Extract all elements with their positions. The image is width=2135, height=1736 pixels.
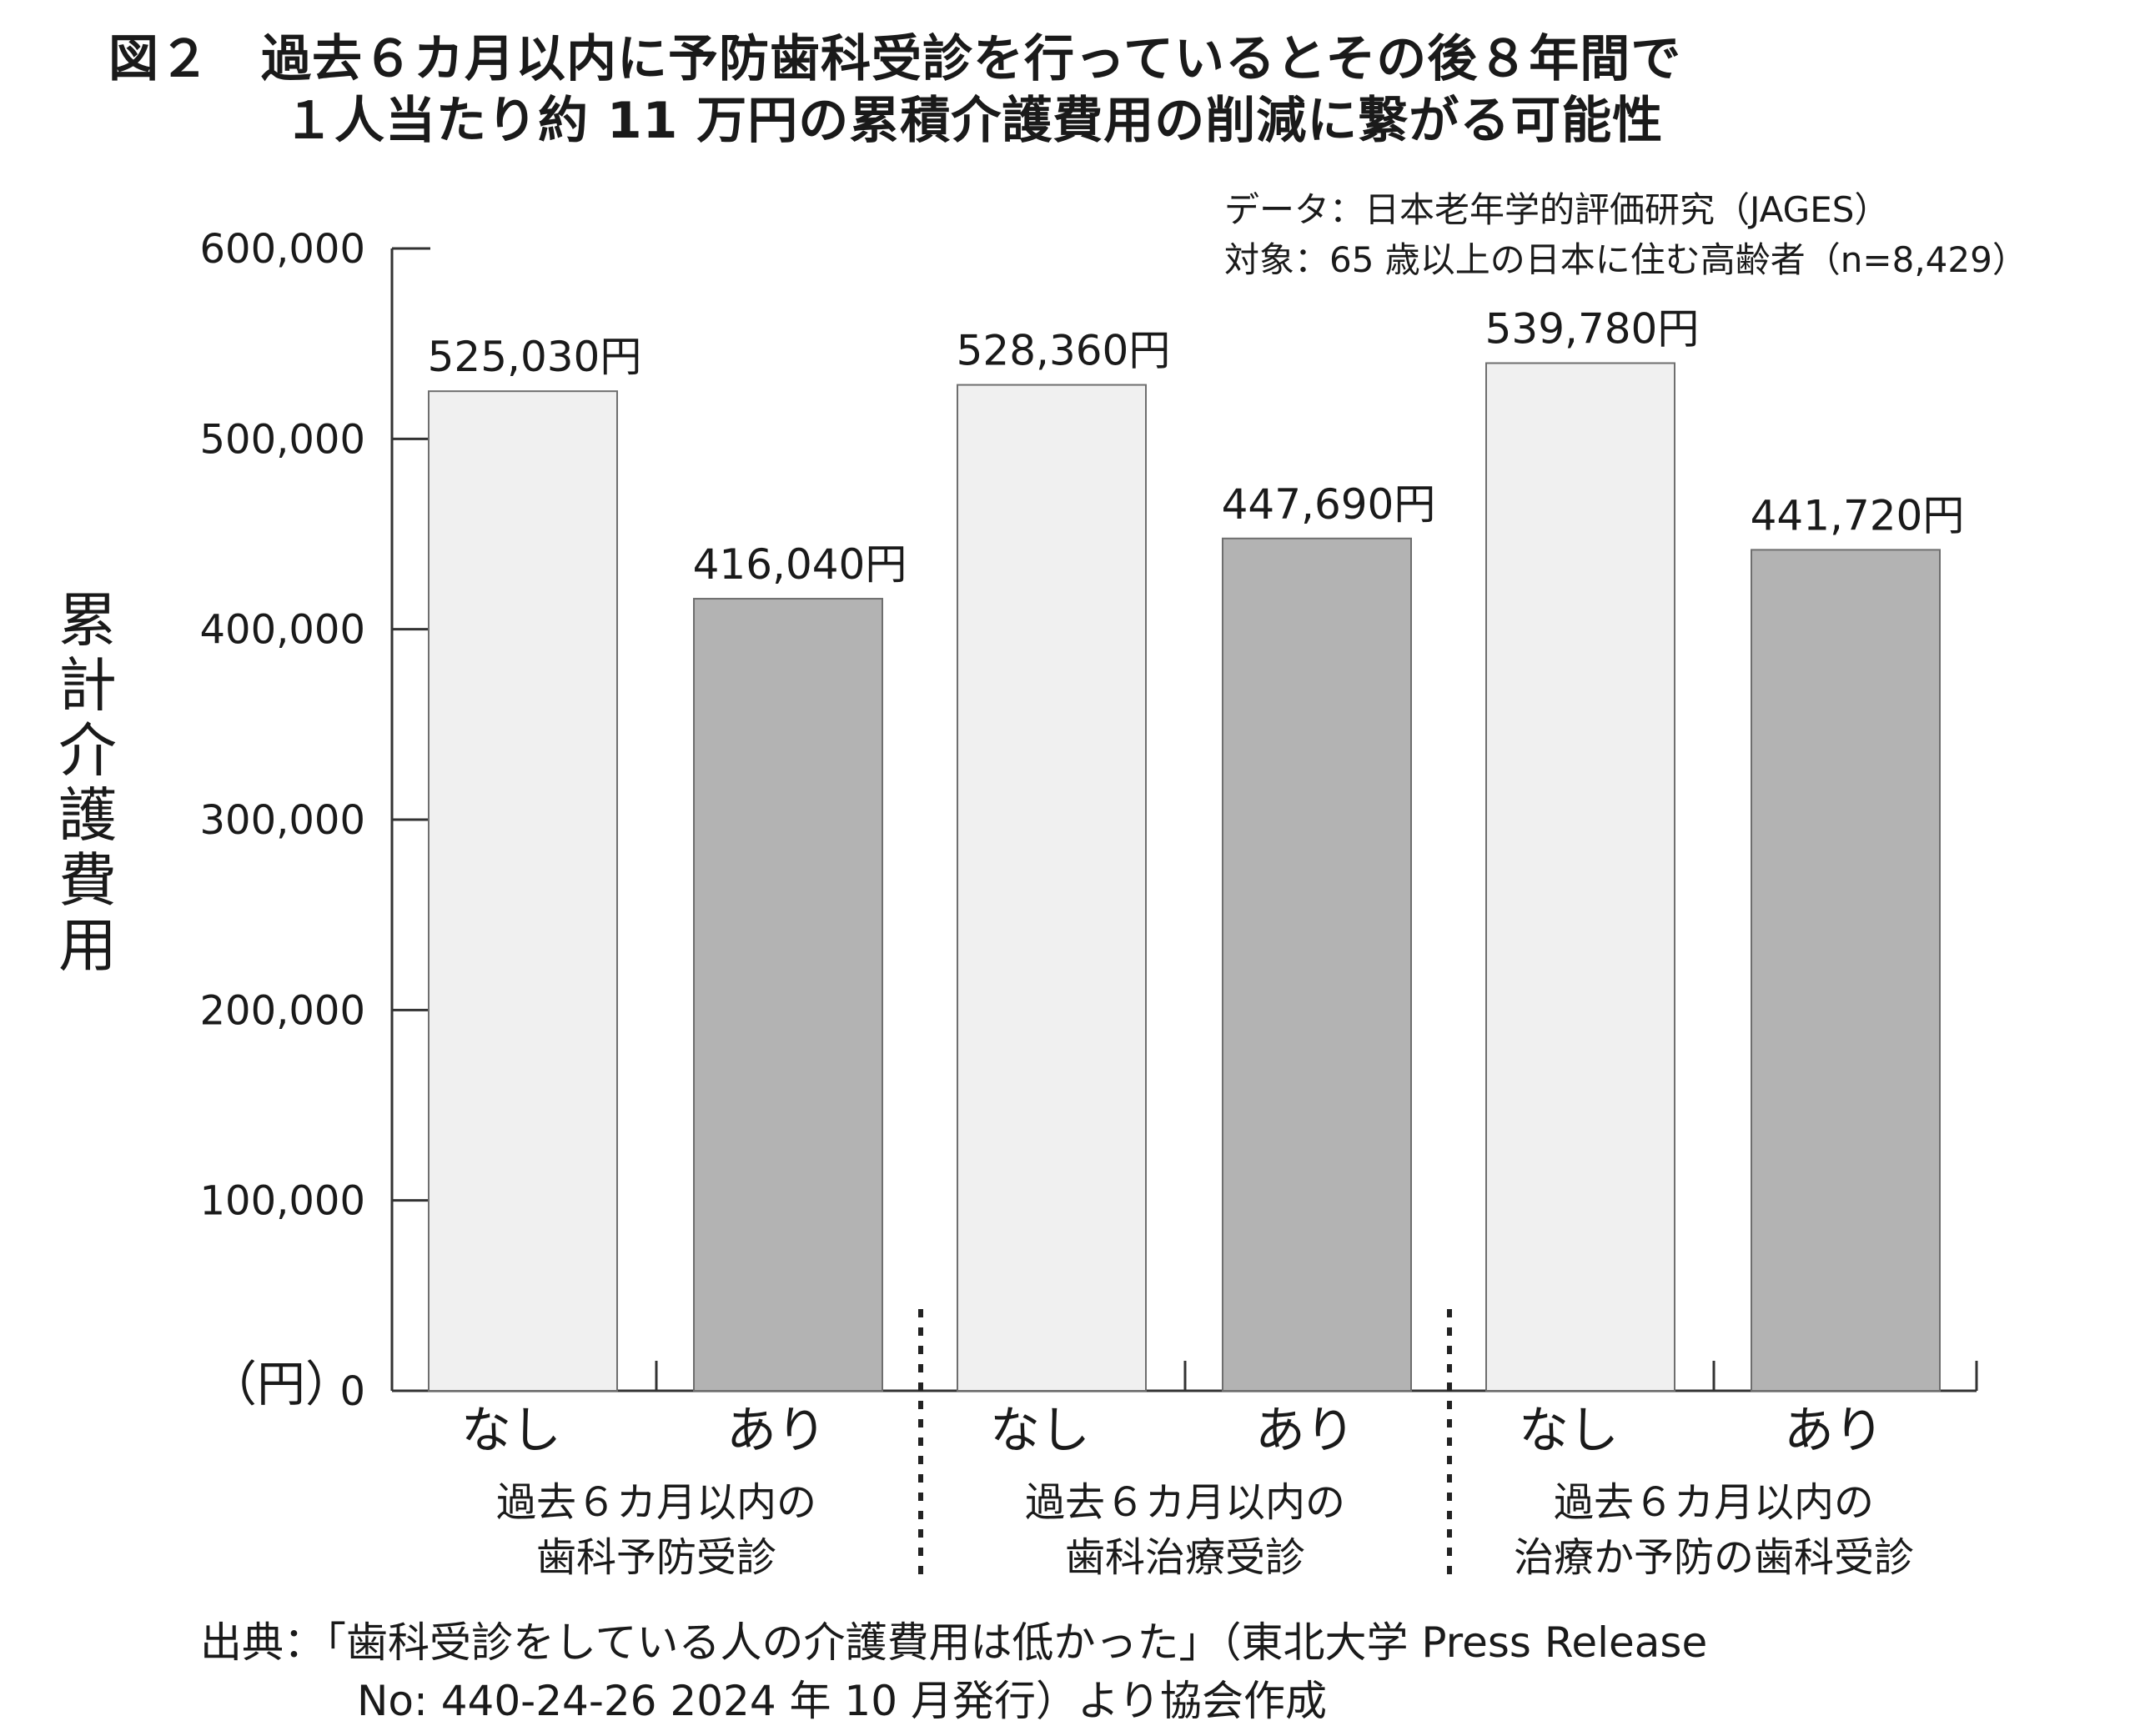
y-axis-label-char: 計 — [58, 651, 117, 720]
y-unit-label: （円） — [208, 1356, 354, 1412]
bar-value-label: 525,030円 — [428, 333, 642, 381]
y-tick-label: 500,000 — [200, 416, 366, 463]
group-label: 過去６カ月以内の — [496, 1479, 816, 1526]
category-label: あり — [1255, 1402, 1355, 1460]
group-label: 過去６カ月以内の — [1554, 1479, 1874, 1526]
y-axis-label-char: 費 — [58, 846, 117, 915]
bar-nashi — [1485, 362, 1675, 1392]
y-tick-label: 400,000 — [200, 607, 366, 654]
bar-ari — [693, 598, 883, 1392]
category-label: あり — [726, 1402, 826, 1460]
y-tick-label: 300,000 — [200, 797, 366, 844]
y-tick-label: 100,000 — [200, 1178, 366, 1225]
category-label: なし — [1519, 1402, 1619, 1460]
y-axis-label-char: 護 — [58, 781, 117, 850]
chart-title-line1: 図２ 過去６カ月以内に予防歯科受診を行っているとその後８年間で — [108, 30, 1682, 88]
category-label: なし — [461, 1402, 561, 1460]
y-tick-label: 0 — [339, 1368, 365, 1415]
chart-title-line2: １人当たり約 11 万円の累積介護費用の削減に繋がる可能性 — [284, 92, 1664, 150]
y-axis-label-char: 用 — [58, 911, 117, 980]
y-axis-label-char: 累 — [58, 586, 117, 655]
bar-nashi — [428, 390, 618, 1392]
bar-value-label: 528,360円 — [957, 327, 1171, 375]
y-axis-label-char: 介 — [58, 716, 117, 785]
source-citation-line2: No: 440-24-26 2024 年 10 月発行）より協会作成 — [357, 1677, 1327, 1725]
data-source-note: データ：日本老年学的評価研究（JAGES） — [1224, 189, 1890, 230]
bar-ari — [1751, 549, 1941, 1392]
bar-value-label: 539,780円 — [1485, 305, 1700, 354]
target-population-note: 対象：65 歳以上の日本に住む高齢者（n=8,429） — [1224, 239, 2027, 280]
y-tick-label: 600,000 — [200, 226, 366, 273]
source-citation-line1: 出典：「歯科受診をしている人の介護費用は低かった」（東北大学 Press Rel… — [200, 1618, 1708, 1667]
category-label: なし — [990, 1402, 1090, 1460]
category-label: あり — [1784, 1402, 1884, 1460]
y-axis-label: 累計介護費用 — [50, 588, 125, 978]
group-label: 過去６カ月以内の — [1025, 1479, 1345, 1526]
group-label: 歯科治療受診 — [1065, 1534, 1305, 1581]
bar-value-label: 416,040円 — [693, 540, 907, 589]
bar-value-label: 447,690円 — [1222, 480, 1436, 529]
bar-nashi — [957, 384, 1147, 1392]
bar-ari — [1222, 537, 1412, 1392]
y-tick-label: 200,000 — [200, 987, 366, 1034]
group-label: 歯科予防受診 — [536, 1534, 776, 1581]
group-label: 治療か予防の歯科受診 — [1514, 1534, 1914, 1581]
bar-value-label: 441,720円 — [1751, 491, 1965, 539]
